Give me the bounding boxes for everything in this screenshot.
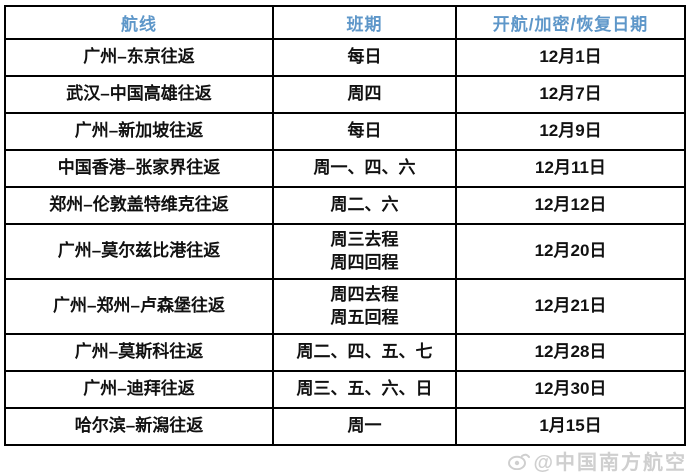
column-header-schedule: 班期 bbox=[272, 5, 457, 40]
route-cell: 广州–东京往返 bbox=[4, 38, 274, 77]
schedule-cell: 周二、六 bbox=[272, 186, 457, 225]
date-cell: 1月15日 bbox=[455, 407, 686, 446]
date-cell: 12月21日 bbox=[455, 278, 686, 335]
table-row: 武汉–中国高雄往返 周四 12月7日 bbox=[4, 75, 686, 114]
table-row: 哈尔滨–新潟往返 周一 1月15日 bbox=[4, 407, 686, 446]
date-cell: 12月28日 bbox=[455, 333, 686, 372]
date-cell: 12月30日 bbox=[455, 370, 686, 409]
schedule-cell: 周二、四、五、七 bbox=[272, 333, 457, 372]
route-cell: 武汉–中国高雄往返 bbox=[4, 75, 274, 114]
route-cell: 哈尔滨–新潟往返 bbox=[4, 407, 274, 446]
date-cell: 12月11日 bbox=[455, 149, 686, 188]
weibo-logo-icon bbox=[508, 452, 531, 470]
schedule-cell: 周四 bbox=[272, 75, 457, 114]
route-cell: 广州–郑州–卢森堡往返 bbox=[4, 278, 274, 335]
header-row: 航线 班期 开航/加密/恢复日期 bbox=[4, 5, 686, 40]
schedule-cell: 周一 bbox=[272, 407, 457, 446]
table-row: 广州–迪拜往返 周三、五、六、日 12月30日 bbox=[4, 370, 686, 409]
route-cell: 广州–新加坡往返 bbox=[4, 112, 274, 151]
schedule-cell: 周三、五、六、日 bbox=[272, 370, 457, 409]
route-cell: 郑州–伦敦盖特维克往返 bbox=[4, 186, 274, 225]
table-row: 中国香港–张家界往返 周一、四、六 12月11日 bbox=[4, 149, 686, 188]
watermark-text: @中国南方航空 bbox=[533, 452, 687, 474]
table-row: 广州–新加坡往返 每日 12月9日 bbox=[4, 112, 686, 151]
route-cell: 广州–莫尔兹比港往返 bbox=[4, 223, 274, 280]
flight-schedule-table: 航线 班期 开航/加密/恢复日期 广州–东京往返 每日 12月1日 武汉–中国高… bbox=[4, 5, 686, 446]
column-header-date: 开航/加密/恢复日期 bbox=[455, 5, 686, 40]
column-header-route: 航线 bbox=[4, 5, 274, 40]
date-cell: 12月20日 bbox=[455, 223, 686, 280]
schedule-cell: 每日 bbox=[272, 38, 457, 77]
schedule-cell: 周四去程 周五回程 bbox=[272, 278, 457, 335]
watermark: @中国南方航空 bbox=[508, 446, 687, 475]
date-cell: 12月9日 bbox=[455, 112, 686, 151]
table-row: 广州–郑州–卢森堡往返 周四去程 周五回程 12月21日 bbox=[4, 278, 686, 335]
schedule-cell: 每日 bbox=[272, 112, 457, 151]
date-cell: 12月12日 bbox=[455, 186, 686, 225]
date-cell: 12月7日 bbox=[455, 75, 686, 114]
route-cell: 中国香港–张家界往返 bbox=[4, 149, 274, 188]
table-row: 郑州–伦敦盖特维克往返 周二、六 12月12日 bbox=[4, 186, 686, 225]
route-cell: 广州–莫斯科往返 bbox=[4, 333, 274, 372]
table-row: 广州–东京往返 每日 12月1日 bbox=[4, 38, 686, 77]
date-cell: 12月1日 bbox=[455, 38, 686, 77]
table-row: 广州–莫尔兹比港往返 周三去程 周四回程 12月20日 bbox=[4, 223, 686, 280]
schedule-cell: 周三去程 周四回程 bbox=[272, 223, 457, 280]
schedule-cell: 周一、四、六 bbox=[272, 149, 457, 188]
route-cell: 广州–迪拜往返 bbox=[4, 370, 274, 409]
table-row: 广州–莫斯科往返 周二、四、五、七 12月28日 bbox=[4, 333, 686, 372]
